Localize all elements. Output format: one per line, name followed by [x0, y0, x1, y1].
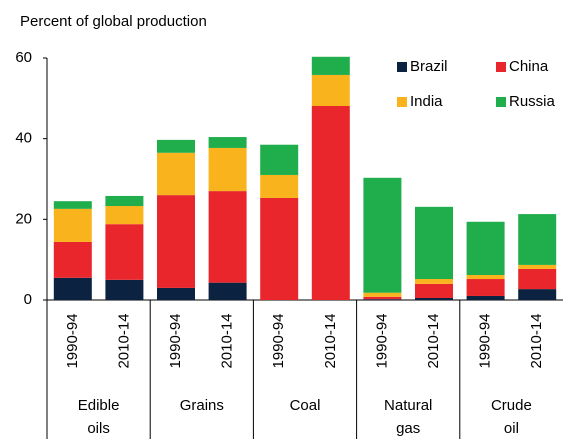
bar-segment — [518, 264, 557, 269]
bar-segment — [518, 214, 557, 265]
x-tick-label: 1990-94 — [373, 313, 390, 368]
bar-segment — [157, 195, 195, 288]
bar-segment — [311, 105, 350, 300]
bar-segment — [466, 279, 505, 296]
bar-segment — [363, 299, 402, 300]
group-label: oils — [87, 420, 110, 437]
x-tick-label: 2010-14 — [425, 313, 442, 368]
bar-segment — [415, 279, 453, 284]
bar-segment — [466, 221, 505, 275]
group-label: Edible — [78, 397, 120, 414]
legend-label: China — [509, 58, 549, 75]
bar-segment — [157, 152, 195, 196]
bar-segment — [518, 289, 557, 300]
bar-segment — [105, 206, 144, 225]
bar-segment — [415, 283, 453, 298]
bar-segment — [466, 295, 505, 300]
bar-segment — [363, 177, 402, 293]
legend-swatch — [397, 62, 407, 72]
bar-segment — [311, 56, 350, 75]
bar-segment — [208, 191, 247, 283]
legend-swatch — [397, 97, 407, 107]
group-label: Natural — [384, 397, 432, 414]
legend-swatch — [496, 97, 506, 107]
bar-segment — [157, 287, 195, 300]
bar-segment — [260, 144, 299, 175]
group-label: Grains — [180, 397, 224, 414]
x-tick-label: 2010-14 — [528, 313, 545, 368]
bar-segment — [208, 147, 247, 192]
bar-segment — [415, 206, 453, 280]
group-label: oil — [504, 420, 519, 437]
bar-segment — [363, 292, 402, 297]
bar-segment — [208, 137, 247, 148]
x-tick-label: 1990-94 — [64, 313, 81, 368]
bar-segment — [53, 241, 92, 278]
bar-segment — [105, 279, 144, 300]
bar-segment — [53, 277, 92, 300]
bar-segment — [260, 174, 299, 198]
bar-segment — [415, 297, 453, 300]
bar-segment — [518, 268, 557, 290]
y-axis-label: Percent of global production — [20, 13, 207, 30]
y-tick-label: 60 — [15, 49, 32, 66]
bar-segment — [363, 296, 402, 300]
x-tick-label: 2010-14 — [115, 313, 132, 368]
bar-segment — [157, 139, 195, 153]
bar-segment — [53, 201, 92, 209]
x-tick-label: 2010-14 — [219, 313, 236, 368]
y-tick-label: 0 — [24, 291, 32, 308]
bar-segment — [260, 197, 299, 300]
x-tick-label: 1990-94 — [477, 313, 494, 368]
legend-label: Brazil — [410, 58, 448, 75]
x-tick-label: 1990-94 — [167, 313, 184, 368]
y-tick-label: 20 — [15, 210, 32, 227]
bar-segment — [105, 195, 144, 207]
bar-segment — [105, 224, 144, 280]
x-tick-label: 2010-14 — [322, 313, 339, 368]
bar-segment — [53, 208, 92, 242]
bar-segment — [311, 74, 350, 106]
bar-segment — [466, 274, 505, 280]
group-label: gas — [396, 420, 420, 437]
group-label: Crude — [491, 397, 532, 414]
group-label: Coal — [290, 397, 321, 414]
y-tick-label: 40 — [15, 130, 32, 147]
bar-segment — [208, 282, 247, 300]
legend-swatch — [496, 62, 506, 72]
legend-label: India — [410, 93, 443, 110]
legend-label: Russia — [509, 93, 556, 110]
x-tick-label: 1990-94 — [270, 313, 287, 368]
